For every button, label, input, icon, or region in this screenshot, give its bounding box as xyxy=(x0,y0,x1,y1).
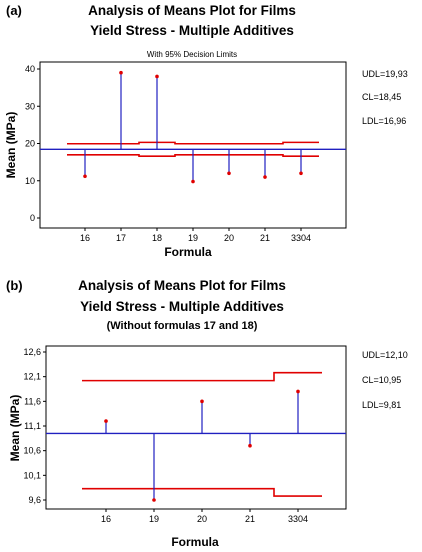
panel-b-cl-label: CL=10,95 xyxy=(362,375,401,385)
panel-b-label: (b) xyxy=(6,278,23,293)
panel-a-y-ticks: 0 10 20 30 40 xyxy=(25,64,40,223)
x-tick-label: 21 xyxy=(260,233,270,243)
y-tick-label: 11,1 xyxy=(24,421,41,431)
x-tick-label: 20 xyxy=(197,514,207,524)
y-tick-label: 12,1 xyxy=(23,372,41,382)
panel-a-data-marks xyxy=(83,70,303,184)
panel-b-subtitle: (Without formulas 17 and 18) xyxy=(107,320,258,332)
x-tick-label: 18 xyxy=(152,233,162,243)
panel-b-title-line1: Analysis of Means Plot for Films xyxy=(78,278,286,293)
panel-b-data-marks xyxy=(104,389,300,502)
y-tick-label: 11,6 xyxy=(24,396,41,406)
panel-b-x-ticks: 16 19 20 21 3304 xyxy=(101,509,308,524)
panel-a: (a) Analysis of Means Plot for Films Yie… xyxy=(4,3,408,259)
panel-b-x-axis-title: Formula xyxy=(171,535,219,549)
panel-b-y-axis-title: Mean (MPa) xyxy=(8,395,22,462)
data-point xyxy=(104,419,108,423)
panel-b: (b) Analysis of Means Plot for Films Yie… xyxy=(6,278,408,549)
panel-a-ldl-label: LDL=16,96 xyxy=(362,116,406,126)
x-tick-label: 16 xyxy=(101,514,111,524)
x-tick-label: 21 xyxy=(245,514,255,524)
panel-b-title-line2: Yield Stress - Multiple Additives xyxy=(80,299,284,314)
x-tick-label: 17 xyxy=(116,233,126,243)
data-point xyxy=(83,174,87,179)
x-tick-label: 20 xyxy=(224,233,234,243)
y-tick-label: 10 xyxy=(25,176,35,186)
data-point xyxy=(227,171,231,176)
panel-a-x-axis-title: Formula xyxy=(164,245,212,259)
panel-b-decision-limits xyxy=(46,371,346,497)
y-tick-label: 20 xyxy=(25,139,35,149)
panel-b-y-ticks: 9,6 10,1 10,6 11,1 11,6 12,1 12,6 xyxy=(23,347,46,505)
x-tick-label: 16 xyxy=(80,233,90,243)
x-tick-label: 3304 xyxy=(291,233,311,243)
x-tick-label: 19 xyxy=(149,514,159,524)
panel-b-udl-label: UDL=12,10 xyxy=(362,350,408,360)
y-tick-label: 9,6 xyxy=(28,495,41,505)
panel-a-title-line1: Analysis of Means Plot for Films xyxy=(88,3,296,18)
data-point xyxy=(155,74,159,79)
panel-a-udl-label: UDL=19,93 xyxy=(362,69,408,79)
data-point xyxy=(299,171,303,176)
y-tick-label: 12,6 xyxy=(23,347,41,357)
upper-decision-limit-line xyxy=(67,141,319,145)
panel-a-cl-label: CL=18,45 xyxy=(362,92,401,102)
y-tick-label: 10,1 xyxy=(23,470,41,480)
x-tick-label: 3304 xyxy=(288,514,308,524)
y-tick-label: 10,6 xyxy=(23,446,41,456)
panel-a-x-ticks: 16 17 18 19 20 21 3304 xyxy=(80,228,311,243)
panel-a-title-line2: Yield Stress - Multiple Additives xyxy=(90,23,294,38)
lower-decision-limit-line xyxy=(82,487,322,497)
panel-a-subtitle: With 95% Decision Limits xyxy=(147,50,237,59)
y-tick-label: 30 xyxy=(25,101,35,111)
panel-b-plot-frame xyxy=(45,345,347,510)
panel-a-label: (a) xyxy=(6,3,22,18)
x-tick-label: 19 xyxy=(188,233,198,243)
data-point xyxy=(119,70,123,75)
data-point xyxy=(191,179,195,184)
data-point xyxy=(152,498,156,502)
data-point xyxy=(263,175,267,179)
panel-a-y-axis-title: Mean (MPa) xyxy=(4,112,18,179)
data-point xyxy=(248,443,252,448)
lower-decision-limit-line xyxy=(67,154,319,157)
panel-b-ldl-label: LDL=9,81 xyxy=(362,400,401,410)
data-point xyxy=(200,399,204,404)
data-point xyxy=(296,389,300,394)
y-tick-label: 40 xyxy=(25,64,35,74)
panel-a-plot-frame xyxy=(39,61,347,229)
y-tick-label: 0 xyxy=(30,213,35,223)
upper-decision-limit-line xyxy=(82,371,322,382)
